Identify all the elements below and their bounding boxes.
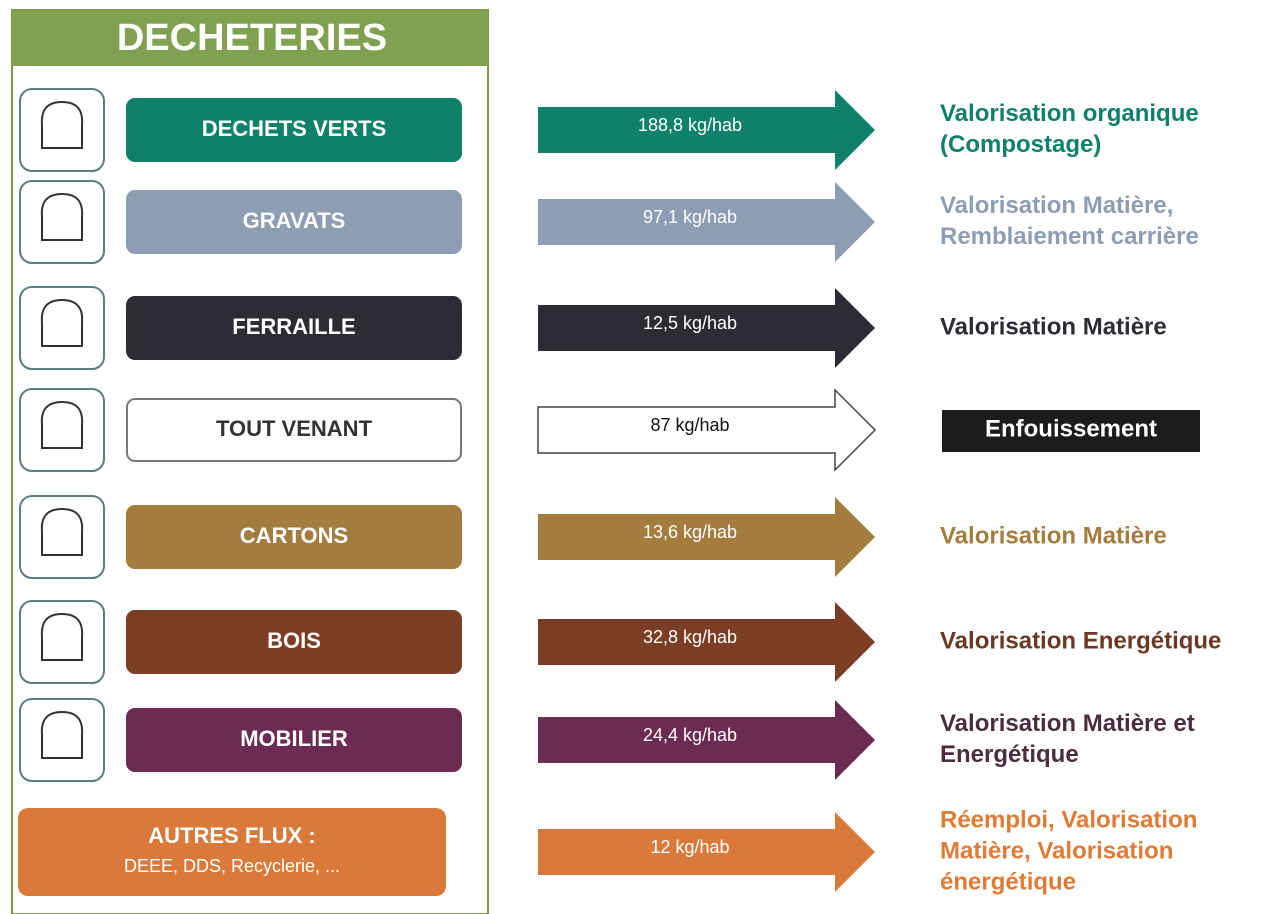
destination: Valorisation Matière et	[940, 710, 1195, 737]
label-text: CARTONS	[240, 523, 348, 548]
arrow	[538, 497, 875, 577]
label-box	[126, 708, 462, 772]
label-text: BOIS	[267, 628, 321, 653]
destination: Valorisation organique	[940, 100, 1199, 127]
title: DECHETERIES	[117, 17, 387, 59]
amount: 24,4 kg/hab	[643, 725, 737, 745]
destination-box	[942, 410, 1200, 452]
label-box	[126, 610, 462, 674]
label-text: DECHETS VERTS	[202, 116, 387, 141]
label-box	[126, 296, 462, 360]
icon	[40, 507, 84, 556]
icon-box	[19, 180, 105, 264]
label-text: AUTRES FLUX :	[148, 823, 315, 848]
arrow	[538, 700, 875, 780]
label-text: MOBILIER	[240, 726, 348, 751]
destination: Energétique	[940, 741, 1079, 768]
destination: Valorisation Matière	[940, 522, 1167, 549]
arrow	[538, 90, 875, 170]
arrow	[538, 182, 875, 262]
destination: Valorisation Energétique	[940, 627, 1221, 654]
amount: 97,1 kg/hab	[643, 207, 737, 227]
label-box	[126, 190, 462, 254]
icon-box	[19, 600, 105, 684]
icon-box	[19, 286, 105, 370]
icon	[40, 400, 84, 449]
label-box	[126, 98, 462, 162]
icon-box	[19, 88, 105, 172]
label-box	[126, 505, 462, 569]
icon	[40, 710, 84, 759]
amount: 13,6 kg/hab	[643, 522, 737, 542]
destination: Remblaiement carrière	[940, 223, 1199, 250]
icon-box	[19, 698, 105, 782]
label-text: TOUT VENANT	[216, 416, 373, 441]
arrow	[537, 388, 877, 472]
destination: Valorisation Matière,	[940, 192, 1173, 219]
arrow	[538, 288, 875, 368]
label-box	[126, 398, 462, 462]
amount: 87 kg/hab	[650, 415, 729, 435]
amount: 32,8 kg/hab	[643, 627, 737, 647]
amount: 12 kg/hab	[650, 837, 729, 857]
destination: (Compostage)	[940, 131, 1101, 158]
icon-box	[19, 495, 105, 579]
destination: Réemploi, Valorisation	[940, 806, 1197, 833]
label-text: DEEE, DDS, Recyclerie, ...	[124, 856, 340, 876]
label-text: GRAVATS	[243, 208, 346, 233]
panel-header	[12, 10, 488, 66]
icon	[40, 192, 84, 241]
label-box	[18, 808, 446, 896]
destination: énergétique	[940, 868, 1076, 895]
icon-box	[19, 388, 105, 472]
destination: Matière, Valorisation	[940, 837, 1173, 864]
icon	[40, 298, 84, 347]
icon	[40, 612, 84, 661]
amount: 188,8 kg/hab	[638, 115, 742, 135]
label-text: FERRAILLE	[232, 314, 355, 339]
arrow	[538, 602, 875, 682]
arrow	[538, 812, 875, 892]
destination: Valorisation Matière	[940, 313, 1167, 340]
destination: Enfouissement	[985, 415, 1157, 442]
icon	[40, 100, 84, 149]
amount: 12,5 kg/hab	[643, 313, 737, 333]
